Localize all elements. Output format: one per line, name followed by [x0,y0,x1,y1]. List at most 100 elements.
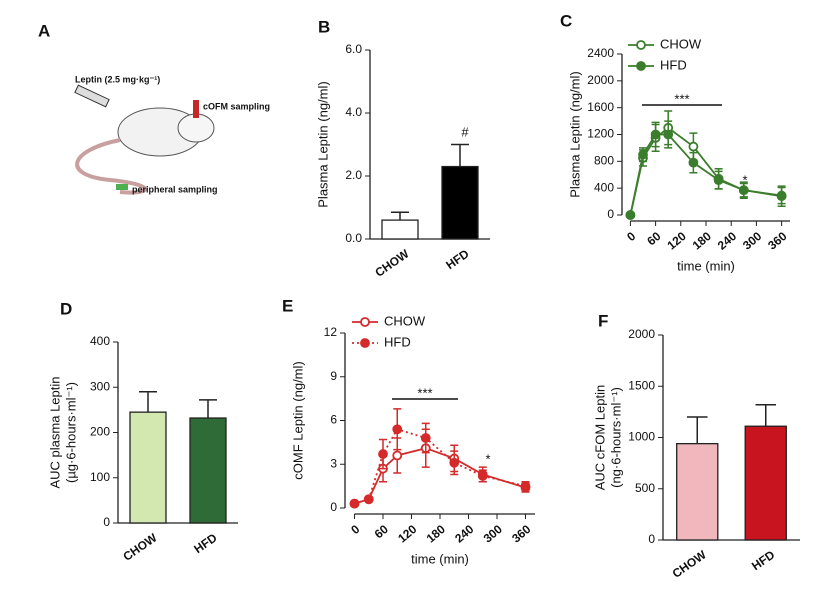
error-bar [451,143,469,167]
error-bar [686,416,708,444]
y-axis-title: AUC plasma Leptin [47,377,62,489]
panel-label: D [60,299,72,318]
y-tick-label: 0 [103,515,110,529]
y-tick-label: 3 [330,456,337,470]
marker [392,450,403,461]
panel-label: A [38,21,50,40]
y-tick-label: 6 [330,413,337,427]
mouse-tail [75,138,147,195]
bar [744,425,787,541]
y-tick-label: 2400 [587,46,614,60]
x-tick-label: CHOW [670,547,710,581]
bar [381,219,419,240]
y-tick-label: 500 [635,481,655,495]
x-tick-label: 120 [395,522,420,546]
cofm-probe [193,100,199,118]
marker [738,185,749,196]
y-tick-label: 0 [330,500,337,514]
y-tick-label: 9 [330,369,337,383]
marker [420,433,431,443]
annotation: *** [674,91,689,106]
x-tick-label: 0 [624,229,638,244]
annotation: * [485,451,490,466]
bar [189,417,227,524]
x-tick-label: 0 [348,522,362,537]
x-tick-label: 60 [644,229,663,249]
marker [349,498,360,509]
x-tick-label: 360 [765,229,790,253]
annotation: * [742,172,747,187]
diagram: A Leptin (2.5 mg·kg⁻¹) cOFM sampling per… [38,21,270,195]
marker [688,157,699,168]
legend-marker [360,338,370,348]
y-tick-label: 1200 [587,127,614,141]
legend-label: HFD [660,57,687,72]
legend-marker [360,317,370,327]
marker [477,471,488,481]
x-tick-label: 240 [452,522,477,546]
marker [625,210,636,220]
y-tick-label: 0 [607,207,614,221]
y-tick-label: 1500 [628,378,655,392]
x-tick-label: 360 [509,522,534,546]
y-axis-title: Plasma Leptin (ng/ml) [315,81,330,207]
x-tick-label: 240 [715,229,740,253]
marker [638,149,648,160]
panel-label: E [282,296,293,315]
y-axis-title: (µg·6-hours·ml⁻¹) [63,382,78,483]
panel-label: F [598,311,608,330]
marker [449,457,460,468]
legend-marker [636,40,646,50]
marker [363,494,374,505]
error-bar [199,399,217,419]
y-tick-label: 2000 [628,327,655,341]
x-tick-label: 300 [481,522,506,546]
bar [676,442,719,541]
marker [776,190,787,201]
diagram-label: peripheral sampling [132,184,218,194]
marker [713,175,724,186]
diagram-label: Leptin (2.5 mg·kg⁻¹) [75,74,160,84]
y-tick-label: 4.0 [345,105,362,119]
marker [520,481,531,492]
y-tick-label: 1600 [587,100,614,114]
y-axis-title: cOMF Leptin (ng/ml) [290,361,305,479]
y-tick-label: 2000 [587,73,614,87]
legend-label: CHOW [384,313,426,328]
marker [688,141,699,152]
legend-marker [636,61,646,71]
y-tick-label: 200 [90,425,110,439]
series-line [354,428,526,505]
marker [663,129,674,140]
y-tick-label: 300 [90,379,110,393]
bar [441,165,479,240]
diagram-label: cOFM sampling [203,101,270,111]
y-axis-title: Plasma Leptin (ng/ml) [567,71,582,197]
error-bar [755,403,777,427]
x-tick-label: CHOW [372,246,412,280]
error-bar [139,391,157,413]
y-tick-label: 2.0 [345,168,362,182]
x-axis-title: time (min) [677,258,735,273]
y-tick-label: 400 [594,180,614,194]
y-axis-title: AUC cFOM Leptin [592,385,607,490]
error-bar [391,211,409,221]
x-tick-label: 300 [740,229,765,253]
marker [650,129,661,140]
legend-label: CHOW [660,36,702,51]
x-tick-label: HFD [191,530,220,556]
y-tick-label: 800 [594,154,614,168]
y-axis-title: (ng·6-hours·ml⁻¹) [608,387,623,488]
y-tick-label: 12 [324,325,338,339]
x-tick-label: 60 [372,522,391,542]
y-tick-label: 0.0 [345,231,362,245]
y-tick-label: 1000 [628,430,655,444]
x-tick-label: 180 [424,522,449,546]
legend-label: HFD [384,334,411,349]
bar [129,411,167,524]
x-tick-label: 180 [690,229,715,253]
marker [378,449,388,459]
syringe [74,84,110,108]
x-tick-label: 120 [664,229,689,253]
